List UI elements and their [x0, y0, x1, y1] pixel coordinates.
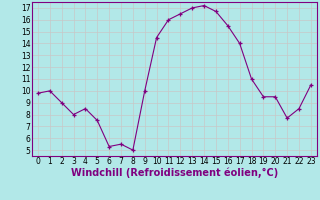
X-axis label: Windchill (Refroidissement éolien,°C): Windchill (Refroidissement éolien,°C): [71, 168, 278, 178]
